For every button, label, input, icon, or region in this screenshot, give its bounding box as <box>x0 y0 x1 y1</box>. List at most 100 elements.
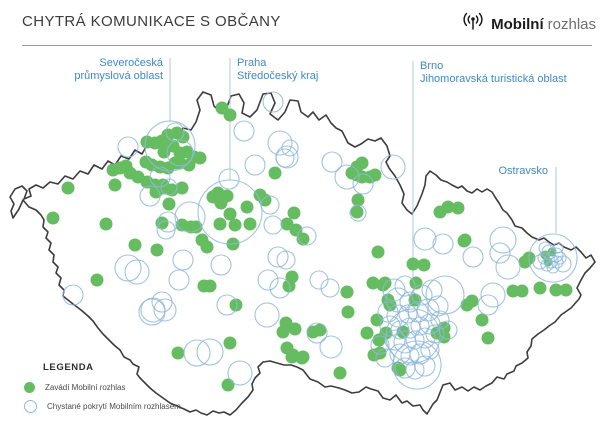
green-dot <box>229 298 243 312</box>
blue-circle <box>267 246 289 268</box>
blue-circle <box>275 148 295 168</box>
green-dot <box>189 220 203 234</box>
blue-circle <box>419 313 441 335</box>
brand-logo: Mobilní rozhlas <box>461 11 596 37</box>
green-dot <box>258 193 272 207</box>
blue-circle <box>297 226 317 246</box>
green-dot <box>340 285 354 299</box>
region-label-line: Středočeský kraj <box>237 70 319 82</box>
green-dot <box>90 273 104 287</box>
blue-circle <box>399 317 421 339</box>
blue-circle <box>370 335 390 355</box>
blue-circle <box>165 122 185 142</box>
green-dot <box>287 206 301 220</box>
green-dot <box>355 156 369 170</box>
blue-circle <box>462 246 484 268</box>
green-dot <box>195 233 209 247</box>
legend-item-planned: Chystané pokrytí Mobilním rozhlasem <box>24 400 181 413</box>
blue-circle <box>334 164 360 190</box>
legend-item-implementing: Zavádí Mobilní rozhlas <box>24 382 181 393</box>
green-dot <box>203 279 217 293</box>
green-dot <box>240 200 254 214</box>
green-dot <box>417 258 431 272</box>
blue-circle <box>489 226 517 254</box>
green-dot <box>221 378 235 392</box>
green-dot <box>289 223 303 237</box>
blue-circle <box>377 301 399 323</box>
blue-circle <box>375 348 395 368</box>
blue-circle <box>183 339 211 367</box>
blue-circle <box>267 130 293 156</box>
green-dot <box>313 323 327 337</box>
green-dot <box>223 336 237 350</box>
green-dot <box>108 178 122 192</box>
green-dot <box>341 305 355 319</box>
green-dot <box>128 238 142 252</box>
green-dot <box>282 279 296 293</box>
legend: LEGENDA Zavádí Mobilní rozhlas Chystané … <box>24 362 181 420</box>
blue-circle <box>306 322 328 344</box>
blue-circle <box>168 269 190 291</box>
green-dot <box>533 281 547 295</box>
blue-circle <box>409 343 431 365</box>
region-label-ostravsko: Ostravsko <box>498 165 548 178</box>
region-label-line: Brno <box>420 60 444 72</box>
blue-circle <box>438 320 458 340</box>
blue-circle <box>552 242 564 254</box>
blue-circle <box>489 242 511 264</box>
blue-circle <box>554 255 572 273</box>
region-label-line: Severočeská <box>99 57 163 69</box>
blue-circle <box>309 270 329 290</box>
green-dot <box>175 181 189 195</box>
green-dot <box>182 158 196 172</box>
blue-circle <box>210 254 232 276</box>
green-dot <box>371 245 385 259</box>
green-dot <box>366 276 380 290</box>
green-dot <box>168 156 182 170</box>
blue-circle <box>550 255 564 269</box>
blue-circle <box>538 241 552 255</box>
blue-circle <box>414 327 436 349</box>
green-dot <box>288 322 302 336</box>
blue-circle <box>281 139 299 157</box>
green-dot <box>460 298 474 312</box>
green-dot <box>220 189 234 203</box>
blue-circle <box>405 360 425 380</box>
blue-circle <box>540 258 554 272</box>
blue-circle <box>528 233 578 283</box>
green-dot <box>156 178 170 192</box>
blue-circle <box>197 179 263 245</box>
green-dot-marker <box>24 382 35 393</box>
green-dot <box>333 366 347 380</box>
region-label-brno: Brno Jihomoravská turistická oblast <box>420 60 567 86</box>
blue-circle <box>394 275 416 297</box>
green-dot <box>515 284 529 298</box>
blue-circle <box>262 91 284 113</box>
green-dot <box>193 151 207 165</box>
blue-circle <box>174 201 206 233</box>
blue-circle <box>532 254 548 270</box>
blue-circle <box>153 298 177 322</box>
green-dot <box>228 218 242 232</box>
blue-circle <box>400 346 420 366</box>
blue-circle <box>276 250 296 270</box>
green-dot <box>451 201 465 215</box>
brand-name-light: rozhlas <box>547 15 596 33</box>
blue-circle <box>227 360 253 386</box>
green-dot <box>549 283 563 297</box>
green-dot <box>150 243 164 257</box>
blue-circle <box>543 253 559 269</box>
green-dot <box>350 205 364 219</box>
blue-circle <box>254 302 280 328</box>
blue-circle <box>156 220 176 240</box>
green-dot <box>367 348 381 362</box>
legend-item-label: Zavádí Mobilní rozhlas <box>45 383 126 392</box>
blue-circle <box>157 211 179 233</box>
blue-circle-marker <box>24 400 37 413</box>
blue-circle <box>352 173 374 195</box>
blue-circle <box>144 120 196 172</box>
green-dot <box>372 333 386 347</box>
blue-circle <box>427 295 449 317</box>
blue-circle <box>244 154 266 176</box>
blue-circle <box>216 294 238 316</box>
